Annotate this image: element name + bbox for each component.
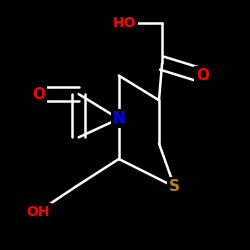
Text: O: O [32, 86, 45, 102]
Text: S: S [169, 179, 180, 194]
Text: OH: OH [27, 204, 50, 218]
Text: O: O [196, 68, 209, 83]
Text: HO: HO [113, 16, 137, 30]
Text: N: N [112, 111, 125, 126]
